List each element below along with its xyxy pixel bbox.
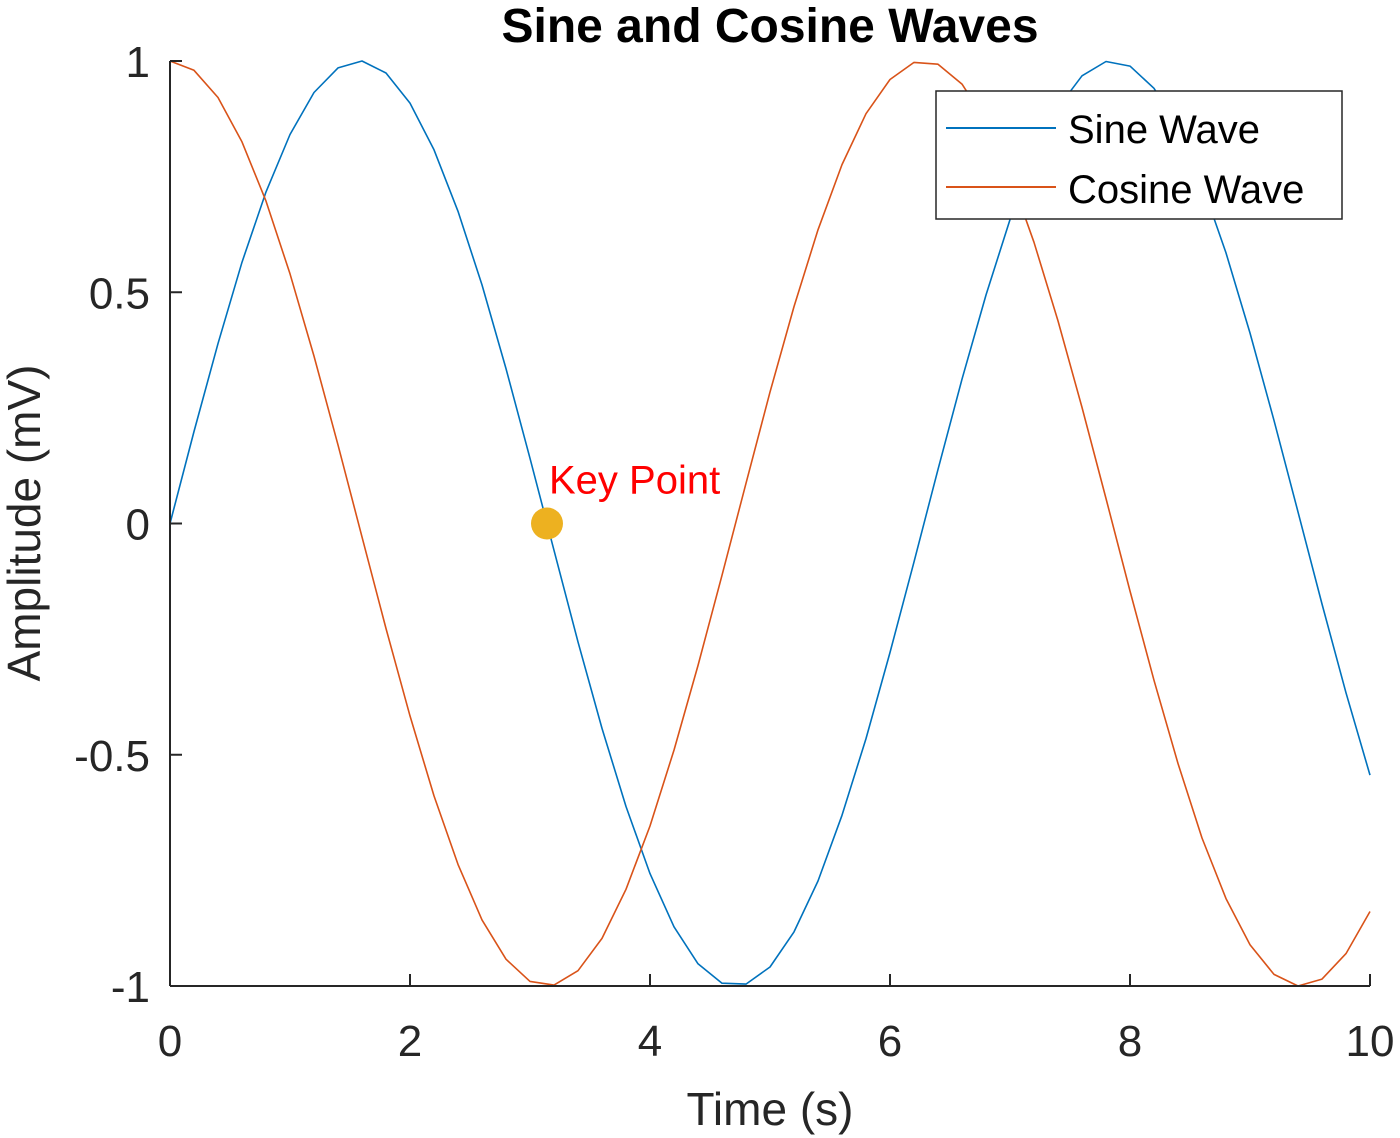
x-tick-label: 6 (878, 1017, 902, 1066)
x-tick-label: 2 (398, 1017, 422, 1066)
x-tick-label: 4 (638, 1017, 662, 1066)
y-axis-label: Amplitude (mV) (0, 365, 50, 682)
legend-label-sine: Sine Wave (1068, 108, 1260, 152)
y-ticks: -1 -0.5 0 0.5 1 (74, 38, 182, 1012)
key-point-marker (530, 507, 563, 540)
legend: Sine Wave Cosine Wave (935, 90, 1343, 220)
legend-label-cosine: Cosine Wave (1068, 168, 1304, 212)
x-ticks: 0 2 4 6 8 10 (158, 974, 1395, 1066)
y-tick-label: 0 (126, 501, 150, 550)
x-tick-label: 8 (1118, 1017, 1142, 1066)
y-tick-label: -0.5 (74, 732, 150, 781)
x-tick-label: 0 (158, 1017, 182, 1066)
annotation-layer: Key Point (530, 459, 720, 540)
y-tick-label: 0.5 (89, 269, 150, 318)
legend-box (935, 90, 1343, 220)
y-tick-label: 1 (126, 38, 150, 87)
key-point-label: Key Point (549, 459, 720, 503)
x-axis-label: Time (s) (687, 1083, 854, 1135)
chart-title: Sine and Cosine Waves (501, 0, 1038, 53)
series-line-cosine (169, 60, 1371, 987)
y-tick-label: -1 (111, 963, 150, 1012)
x-tick-label: 10 (1346, 1017, 1395, 1066)
